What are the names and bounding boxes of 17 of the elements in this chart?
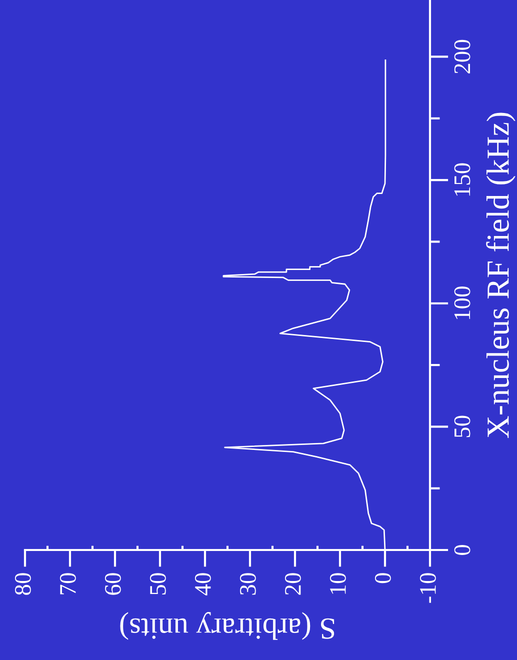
x-tick-label: -10 [420, 573, 436, 603]
x-tick-label: 0 [374, 573, 391, 584]
x-tick-label: 70 [60, 573, 76, 594]
x-tick-label: 50 [150, 573, 166, 594]
x-tick-label: 20 [284, 573, 301, 595]
x-tick-label: 80 [14, 573, 31, 595]
x-tick-label: 10 [330, 573, 346, 594]
y-tick-label: 100 [454, 286, 470, 319]
y-axis-title: X-nucleus RF field (kHz) [486, 112, 516, 438]
x-tick-label: 60 [104, 573, 121, 595]
x-axis-title: S (arbitrary units) [120, 612, 334, 640]
y-tick-label: 150 [454, 163, 470, 196]
x-tick-label: 30 [240, 573, 256, 595]
y-tick-label: 200 [454, 40, 470, 74]
y-tick-label: 50 [454, 416, 470, 438]
x-tick-label: 40 [194, 573, 211, 596]
y-tick-label: 0 [454, 544, 470, 556]
